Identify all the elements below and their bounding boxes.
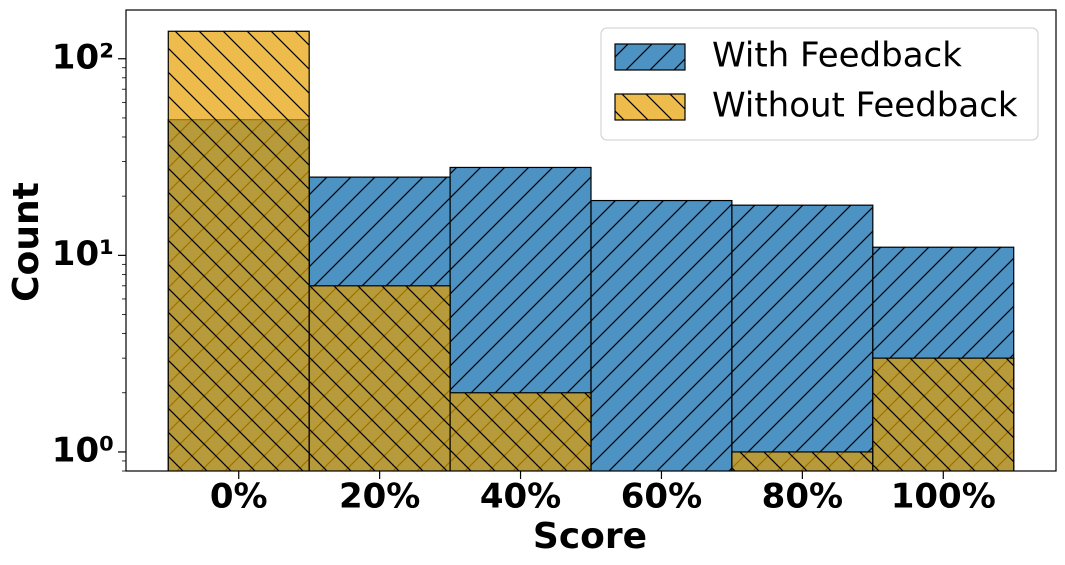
legend: With Feedback Without Feedback xyxy=(600,27,1039,141)
y-tick-label: 10² xyxy=(52,37,114,77)
bar-hatch xyxy=(872,357,1015,471)
bar-hatch xyxy=(731,204,874,471)
bar-hatch xyxy=(731,451,874,471)
plot-frame xyxy=(125,9,1057,472)
bar-hatch xyxy=(590,199,733,471)
bar-hatch xyxy=(449,392,592,471)
bar-hatch xyxy=(308,285,451,471)
bars xyxy=(167,30,1015,471)
x-tick-label: 80% xyxy=(762,477,843,517)
legend-swatch-hatch xyxy=(614,93,686,121)
y-tick-label: 10⁰ xyxy=(52,430,114,470)
x-tick-label: 40% xyxy=(480,477,561,517)
y-tick-label: 10¹ xyxy=(52,234,114,274)
y-axis-label: Count xyxy=(6,182,47,302)
x-axis-label: Score xyxy=(533,516,647,557)
bar-hatch xyxy=(167,30,310,471)
x-tick-label: 100% xyxy=(891,477,996,517)
legend-label: With Feedback xyxy=(712,36,962,76)
x-tick-label: 0% xyxy=(210,477,268,517)
x-tick-label: 60% xyxy=(621,477,702,517)
legend-swatch-hatch xyxy=(614,43,686,71)
legend-box xyxy=(600,27,1039,141)
x-tick-label: 20% xyxy=(339,477,420,517)
legend-label: Without Feedback xyxy=(712,86,1018,126)
